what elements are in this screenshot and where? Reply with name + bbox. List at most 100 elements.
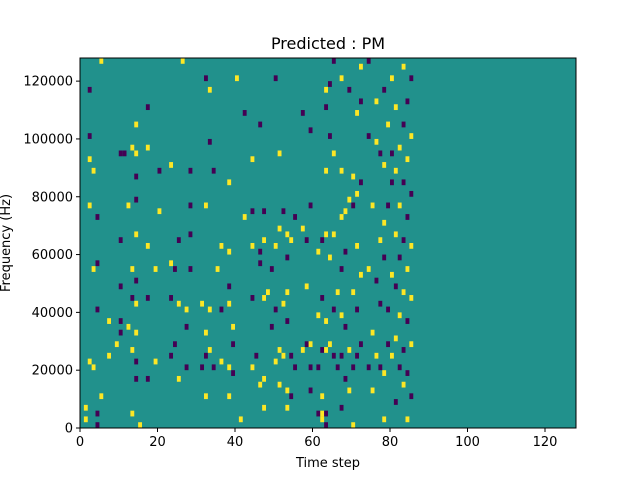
heatmap-cell: [262, 404, 267, 411]
heatmap-cell: [347, 86, 352, 93]
heatmap-cell: [405, 98, 410, 105]
heatmap-cell: [134, 173, 139, 180]
heatmap-cell: [382, 86, 387, 93]
heatmap-cell: [91, 167, 96, 174]
heatmap-cell: [266, 289, 270, 296]
heatmap-cell: [347, 387, 352, 394]
heatmap-cell: [134, 277, 139, 284]
heatmap-cell: [130, 410, 135, 417]
heatmap-cell: [359, 179, 363, 186]
heatmap-cell: [393, 283, 398, 290]
heatmap-cell: [393, 399, 398, 405]
heatmap-cell: [157, 167, 162, 174]
heatmap-cell: [134, 358, 139, 365]
heatmap-cell: [227, 393, 232, 400]
heatmap-cell: [231, 323, 236, 330]
heatmap-cell: [169, 352, 174, 359]
heatmap-cell: [95, 422, 100, 428]
heatmap-cells: [80, 58, 576, 428]
heatmap-cell: [258, 248, 263, 255]
heatmap-cell: [308, 127, 313, 134]
heatmap-cell: [99, 58, 104, 64]
heatmap-cell: [126, 323, 131, 330]
heatmap-cell: [339, 312, 344, 319]
heatmap-cell: [207, 306, 212, 313]
heatmap-cell: [405, 214, 410, 220]
heatmap-cell: [324, 410, 329, 417]
heatmap-cell: [393, 104, 398, 111]
y-axis: 0 20000 40000 60000 80000 100000 120000: [23, 75, 80, 437]
heatmap-cell: [134, 150, 139, 157]
heatmap-cell: [393, 231, 398, 238]
heatmap-cell: [328, 341, 332, 348]
heatmap-cell: [134, 196, 139, 203]
heatmap-cell: [339, 75, 344, 82]
heatmap-cell: [382, 370, 387, 376]
heatmap-cell: [343, 375, 348, 382]
heatmap-cell: [134, 375, 139, 382]
heatmap-cell: [269, 323, 274, 330]
heatmap-cell: [300, 225, 305, 232]
heatmap-cell: [114, 341, 119, 348]
heatmap-cell: [320, 237, 325, 243]
heatmap-cell: [130, 144, 135, 151]
heatmap-cell: [405, 370, 410, 376]
heatmap-cell: [316, 410, 321, 417]
heatmap-cell: [289, 352, 294, 359]
heatmap-cell: [285, 289, 290, 296]
heatmap-cell: [304, 341, 309, 348]
heatmap-cell: [250, 364, 255, 371]
heatmap-cell: [386, 121, 391, 128]
heatmap-cell: [130, 295, 135, 301]
heatmap-cell: [401, 179, 406, 186]
heatmap-cell: [359, 271, 363, 278]
heatmap-cell: [250, 208, 255, 215]
heatmap-cell: [328, 133, 332, 139]
heatmap-cell: [227, 364, 232, 371]
heatmap-cell: [335, 364, 340, 371]
heatmap-cell: [285, 254, 290, 261]
heatmap-cell: [145, 104, 150, 111]
heatmap-cell: [219, 243, 224, 249]
y-tick-label: 100000: [23, 132, 73, 147]
heatmap-cell: [87, 202, 92, 209]
heatmap-cell: [107, 352, 112, 359]
x-tick-label: 120: [533, 435, 558, 450]
x-tick-label: 60: [304, 435, 321, 450]
heatmap-cell: [145, 243, 150, 249]
heatmap-cell: [99, 393, 104, 400]
heatmap-cell: [258, 381, 263, 388]
heatmap-cell: [308, 341, 313, 348]
heatmap-cell: [308, 202, 313, 209]
heatmap-cell: [258, 260, 263, 267]
heatmap-cell: [374, 98, 379, 105]
heatmap-cell: [169, 260, 174, 267]
heatmap-cell: [176, 300, 181, 307]
heatmap-cell: [273, 75, 278, 82]
heatmap-cell: [254, 352, 259, 359]
heatmap-cell: [262, 208, 267, 215]
heatmap-cell: [397, 364, 402, 371]
heatmap-cell: [308, 387, 313, 394]
heatmap-cell: [409, 393, 414, 400]
heatmap-cell: [331, 306, 336, 313]
heatmap-cell: [339, 352, 344, 359]
heatmap-cell: [173, 341, 177, 348]
heatmap-cell: [250, 295, 255, 301]
heatmap-cell: [83, 416, 88, 423]
heatmap-cell: [87, 133, 92, 139]
heatmap-cell: [184, 306, 189, 313]
heatmap-cell: [366, 58, 371, 64]
heatmap-cell: [122, 150, 127, 157]
heatmap-cell: [324, 347, 329, 353]
heatmap-cell: [386, 202, 391, 209]
heatmap-cell: [316, 364, 321, 371]
heatmap-cell: [378, 300, 383, 307]
heatmap-cell: [355, 306, 360, 313]
heatmap-cell: [386, 306, 391, 313]
heatmap-cell: [188, 167, 193, 174]
heatmap-cell: [324, 231, 329, 238]
heatmap-cell: [359, 98, 363, 105]
heatmap-cell: [258, 121, 263, 128]
heatmap-cell: [405, 416, 410, 423]
